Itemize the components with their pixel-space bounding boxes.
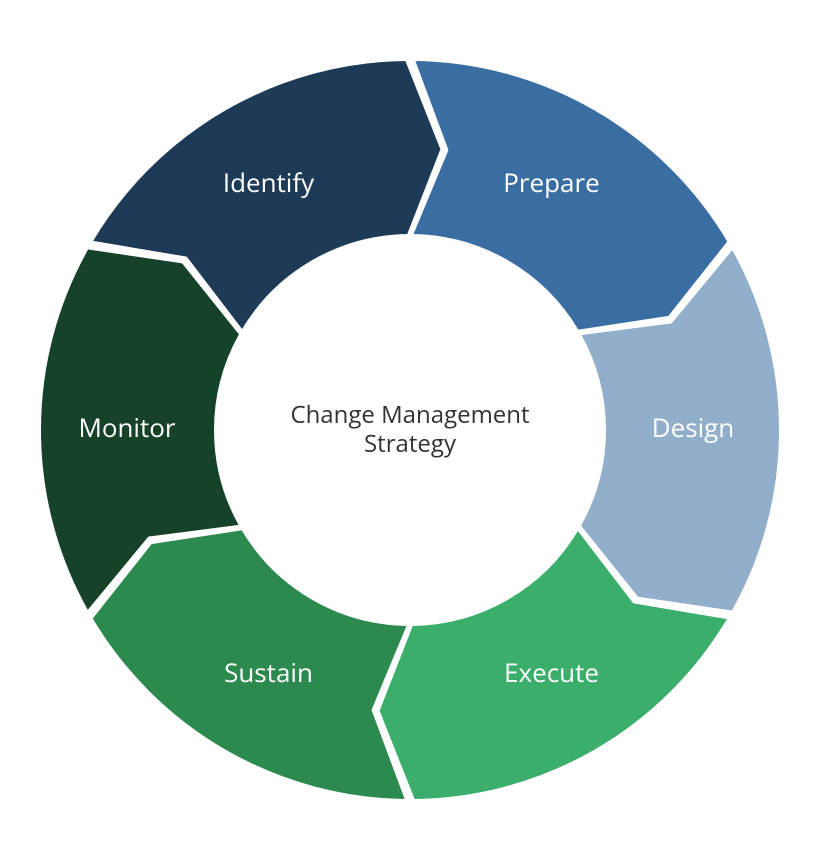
segment-label-design: Design	[652, 409, 734, 445]
cycle-svg: Identify Prepare Design Execute Sustain Monit…	[0, 0, 820, 860]
center-title-line2: Strategy	[364, 427, 457, 460]
segment-label-monitor: Monitor	[78, 409, 175, 445]
cycle-diagram: Identify Prepare Design Execute Sustain Monit…	[0, 0, 820, 860]
segment-label-prepare: Prepare	[503, 164, 599, 200]
segment-label-identify: Identify	[223, 164, 315, 200]
segment-label-execute: Execute	[504, 654, 599, 690]
segment-label-sustain: Sustain	[224, 654, 313, 690]
